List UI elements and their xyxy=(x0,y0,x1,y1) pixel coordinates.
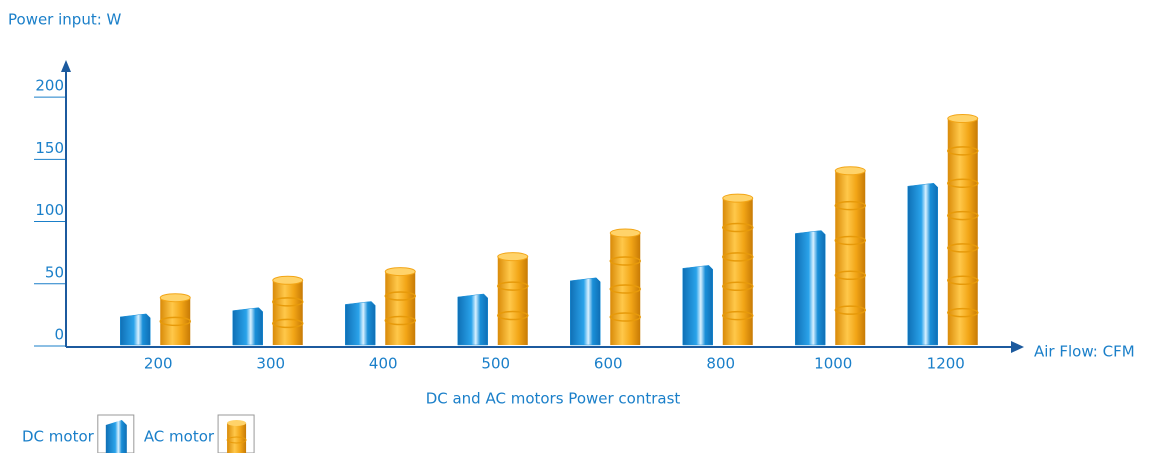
bar xyxy=(722,198,753,345)
y-tick-label: 200 xyxy=(35,77,64,95)
bar-band xyxy=(609,312,641,322)
bar-band xyxy=(947,307,979,318)
bar-top xyxy=(384,267,416,277)
bar xyxy=(345,301,376,346)
bar xyxy=(497,256,528,345)
bar xyxy=(120,313,151,346)
y-tick-label: 100 xyxy=(35,201,64,219)
bar xyxy=(610,233,641,345)
x-tick-label: 400 xyxy=(369,355,398,373)
chart-title: DC and AC motors Power contrast xyxy=(426,390,681,408)
x-axis-title: Air Flow: CFM xyxy=(1034,343,1135,361)
bar-top xyxy=(272,275,304,285)
y-tick-label: 150 xyxy=(35,139,64,157)
x-tick-label: 300 xyxy=(256,355,285,373)
bar xyxy=(570,277,601,346)
bar xyxy=(160,297,191,345)
bar-band xyxy=(272,297,304,307)
bar-band xyxy=(272,318,304,329)
bar-band xyxy=(947,275,979,286)
x-tick-label: 800 xyxy=(706,355,735,373)
bar-top xyxy=(947,114,979,124)
legend-swatch xyxy=(105,420,127,453)
bar-band xyxy=(722,252,754,262)
legend-label: AC motor xyxy=(144,428,215,446)
bar xyxy=(385,271,416,345)
bar-band xyxy=(834,200,866,211)
bar-band xyxy=(497,310,529,321)
legend-box xyxy=(97,414,135,453)
x-tick-label: 1200 xyxy=(927,355,965,373)
bar xyxy=(835,170,866,345)
bar-top xyxy=(159,293,191,303)
bar-band xyxy=(384,291,416,301)
legend-swatch xyxy=(227,423,247,453)
bar-band xyxy=(722,281,754,292)
x-tick-label: 600 xyxy=(594,355,623,373)
bar xyxy=(907,182,938,346)
y-tick-label: 0 xyxy=(54,326,64,344)
legend-label: DC motor xyxy=(22,428,95,446)
bar-band xyxy=(834,305,866,315)
x-tick-label: 200 xyxy=(144,355,173,373)
bar-band xyxy=(159,316,191,327)
bar xyxy=(232,307,263,346)
bar-band xyxy=(384,315,416,326)
x-tick-label: 500 xyxy=(481,355,510,373)
bar-top xyxy=(834,166,866,176)
x-tick-label: 1000 xyxy=(814,355,852,373)
bar-top xyxy=(609,228,641,238)
legend-swatch-top xyxy=(227,420,247,426)
bar-band xyxy=(834,270,866,281)
bar xyxy=(457,293,488,346)
y-tick-label: 50 xyxy=(45,263,64,281)
bar-band xyxy=(947,210,979,221)
x-axis-arrow xyxy=(1011,341,1024,353)
bar-band xyxy=(947,243,979,253)
bar xyxy=(272,280,303,345)
bar-top xyxy=(497,252,529,262)
y-axis-arrow xyxy=(61,60,71,72)
bar-band xyxy=(609,284,641,294)
bar xyxy=(947,118,978,345)
bar-band xyxy=(834,235,866,246)
bar-band xyxy=(947,146,979,156)
bar-band xyxy=(947,178,979,188)
bar-band xyxy=(722,222,754,233)
bar xyxy=(795,230,826,346)
legend-box xyxy=(217,414,255,453)
bar xyxy=(682,265,713,346)
bar-band xyxy=(497,281,529,291)
legend-swatch-band xyxy=(226,436,247,444)
bar-band xyxy=(609,256,641,266)
bar-top xyxy=(722,193,754,203)
y-axis-title: Power input: W xyxy=(8,11,122,29)
bar-band xyxy=(722,310,754,321)
